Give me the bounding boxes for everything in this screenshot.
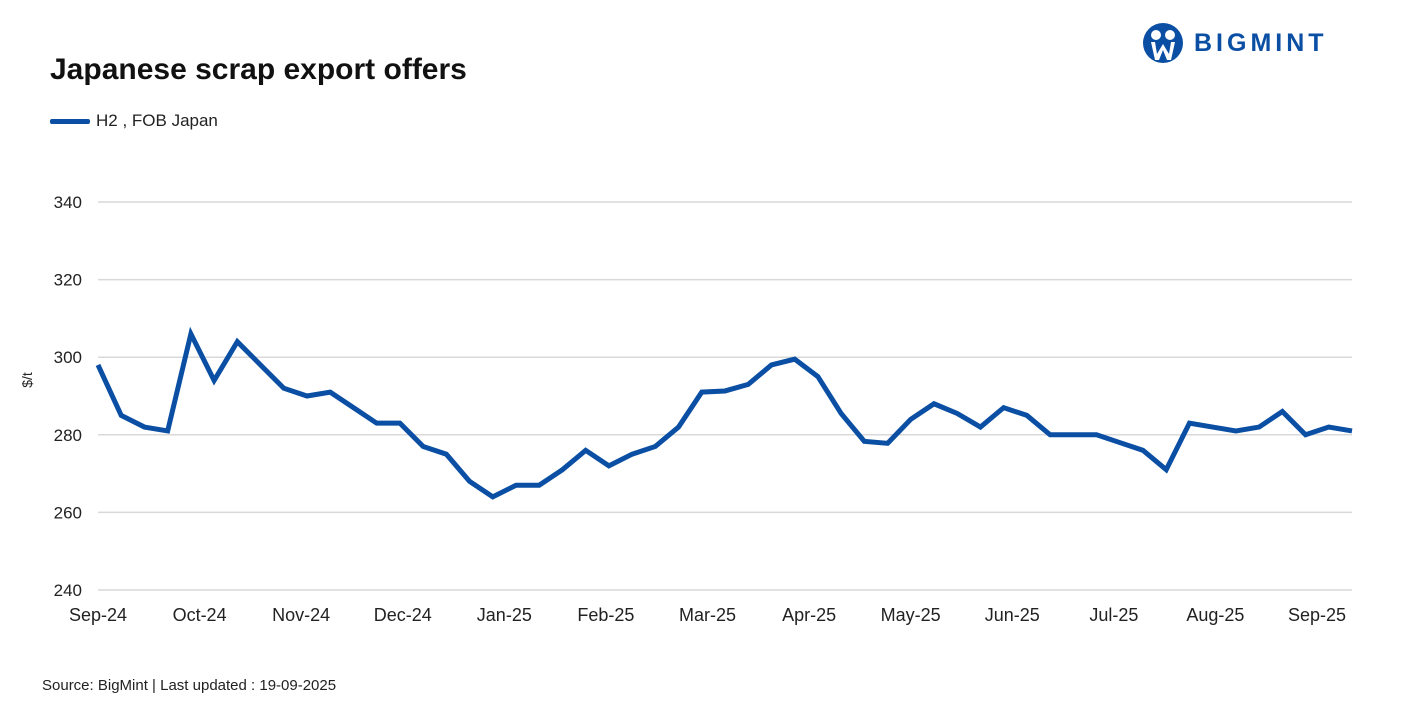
x-tick-label: Jan-25 xyxy=(477,605,532,625)
series-line xyxy=(95,326,1353,500)
logo-icon xyxy=(1143,23,1183,63)
x-tick-label: Mar-25 xyxy=(679,605,736,625)
legend: H2 , FOB Japan xyxy=(50,111,218,131)
legend-label: H2 , FOB Japan xyxy=(96,111,218,130)
x-tick-label: Aug-25 xyxy=(1186,605,1244,625)
y-tick-label: 300 xyxy=(54,348,82,367)
y-tick-label: 320 xyxy=(54,271,82,290)
x-tick-label: Jun-25 xyxy=(985,605,1040,625)
y-tick-label: 260 xyxy=(54,503,82,522)
x-tick-label: Feb-25 xyxy=(577,605,634,625)
logo-text: BIGMINT xyxy=(1194,28,1328,57)
chart-title: Japanese scrap export offers xyxy=(50,53,467,86)
x-tick-label: May-25 xyxy=(881,605,941,625)
x-tick-label: Oct-24 xyxy=(173,605,227,625)
x-tick-label: Nov-24 xyxy=(272,605,330,625)
y-axis-label: $/t xyxy=(19,372,35,388)
x-tick-label: Sep-24 xyxy=(69,605,127,625)
y-tick-label: 340 xyxy=(54,193,82,212)
x-tick-label: Dec-24 xyxy=(374,605,432,625)
bigmint-logo: BIGMINT xyxy=(1142,22,1328,64)
source-note: Source: BigMint | Last updated : 19-09-2… xyxy=(42,677,337,694)
y-tick-label: 240 xyxy=(54,581,82,600)
x-tick-label: Sep-25 xyxy=(1288,605,1346,625)
x-tick-label: Apr-25 xyxy=(782,605,836,625)
x-tick-label: Jul-25 xyxy=(1089,605,1138,625)
legend-swatch xyxy=(50,118,90,124)
y-tick-label: 280 xyxy=(54,426,82,445)
